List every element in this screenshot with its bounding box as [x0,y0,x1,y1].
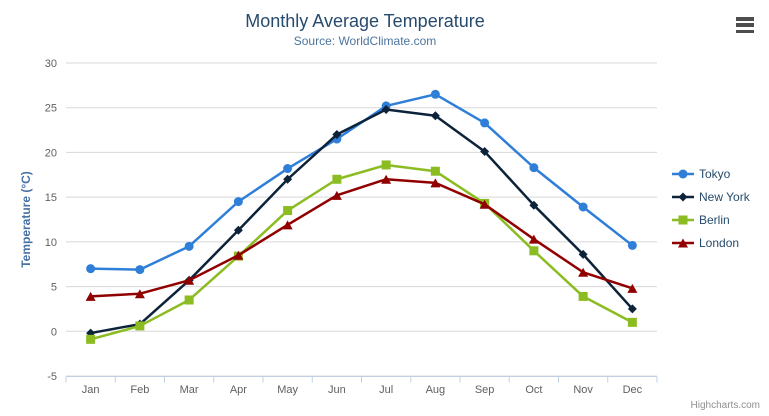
series-berlin-point-Feb[interactable] [135,321,145,331]
series-tokyo-line [89,93,634,271]
diamond-marker-icon [672,192,694,201]
y-axis-tick-label: 30 [45,58,57,70]
series-london-point-Mar[interactable] [184,275,195,285]
series-new-york-point-May[interactable] [283,174,293,184]
x-axis-tick-label: Nov [573,384,593,396]
credits-link[interactable]: Highcharts.com [690,400,760,411]
x-axis-tick-label: Mar [180,384,199,396]
series-new-york-point-Jun[interactable] [332,130,342,140]
y-axis-tick-label: 5 [51,282,57,294]
legend-marker [678,192,688,201]
series-tokyo-point-Nov[interactable] [578,202,588,212]
series-tokyo-point-Sep[interactable] [480,118,490,128]
series-london-point-Sep[interactable] [479,199,490,209]
series-new-york-point-Apr[interactable] [233,225,243,235]
series-new-york-line [89,108,634,335]
series-new-york-point-Nov[interactable] [578,249,588,259]
series-london-line [89,178,634,298]
series-new-york-point-Aug[interactable] [430,111,440,121]
series-berlin-line [89,163,634,341]
chart-subtitle: Source: WorldClimate.com [293,34,437,48]
x-axis-tick-label: Apr [230,384,247,396]
legend-marker [678,169,688,178]
series-london-point-Jan[interactable] [85,291,96,301]
legend-item-new-york[interactable]: New York [672,185,750,208]
x-axis-tick-label: Jan [82,384,100,396]
series-tokyo-point-Aug[interactable] [430,89,440,99]
series-berlin-point-Jan[interactable] [86,334,96,344]
series-berlin-point-Jul[interactable] [381,160,391,170]
series-london-point-Aug[interactable] [430,178,441,188]
series-london-point-Jun[interactable] [331,190,342,200]
x-axis-tick-label: Sep [475,384,495,396]
y-axis-tick-label: 0 [51,326,57,338]
hamburger-icon [736,29,754,33]
series-london-point-Apr[interactable] [233,250,244,260]
x-axis-tick-label: Jun [328,384,346,396]
series-berlin-point-Jun[interactable] [332,174,342,184]
series-tokyo-point-Oct[interactable] [529,163,539,173]
y-axis-tick-label: 25 [45,103,57,115]
series-berlin-point-May[interactable] [283,206,293,216]
series-tokyo-point-Dec[interactable] [627,240,637,250]
legend-marker [678,215,688,224]
triangle-marker-icon [672,238,694,247]
series-new-york-point-Jul[interactable] [381,105,391,115]
y-axis-tick-label: 15 [45,192,57,204]
y-axis-tick-label: 20 [45,147,57,159]
series-tokyo-point-May[interactable] [283,164,293,174]
legend-label: Tokyo [699,166,731,181]
x-axis-tick-label: Aug [426,384,446,396]
circle-marker-icon [672,169,694,178]
y-axis-tick-label: -5 [47,371,57,383]
legend-label: New York [699,189,750,204]
y-axis-tick-label: 10 [45,237,57,249]
legend-label: London [699,235,740,250]
series-berlin-point-Aug[interactable] [430,166,440,176]
series-tokyo-point-Feb[interactable] [135,265,145,275]
series-london-point-May[interactable] [282,220,293,230]
series-london-point-Jul[interactable] [381,174,392,184]
legend-marker [678,238,688,247]
series-berlin-point-Nov[interactable] [578,291,588,301]
series-london-point-Dec[interactable] [627,283,638,293]
series-new-york-point-Sep[interactable] [480,147,490,157]
series-berlin-point-Oct[interactable] [529,246,539,256]
legend: Tokyo New York Berlin London [672,162,750,254]
series-berlin-point-Mar[interactable] [184,295,194,305]
series-new-york-point-Dec[interactable] [627,304,637,314]
series-london-point-Feb[interactable] [134,289,145,299]
series-london-point-Oct[interactable] [528,234,539,244]
series-tokyo-point-Jan[interactable] [86,264,96,274]
series-tokyo-point-Apr[interactable] [233,197,243,207]
x-axis-tick-label: Feb [130,384,149,396]
square-marker-icon [672,215,694,224]
series-london-point-Nov[interactable] [578,267,589,277]
x-axis-tick-label: Dec [623,384,643,396]
chart-title: Monthly Average Temperature [245,11,485,31]
x-axis-tick-label: Oct [525,384,542,396]
x-axis-tick-label: Jul [379,384,393,396]
legend-item-berlin[interactable]: Berlin [672,208,750,231]
export-menu-button[interactable] [733,14,757,36]
series-berlin-point-Dec[interactable] [627,317,637,327]
series-new-york-point-Oct[interactable] [529,200,539,210]
hamburger-icon [736,17,754,21]
x-axis-tick-label: May [277,384,298,396]
legend-label: Berlin [699,212,730,227]
series-tokyo-point-Mar[interactable] [184,241,194,251]
y-axis-title: Temperature (°C) [19,171,33,268]
hamburger-icon [736,23,754,27]
legend-item-london[interactable]: London [672,231,750,254]
legend-item-tokyo[interactable]: Tokyo [672,162,750,185]
